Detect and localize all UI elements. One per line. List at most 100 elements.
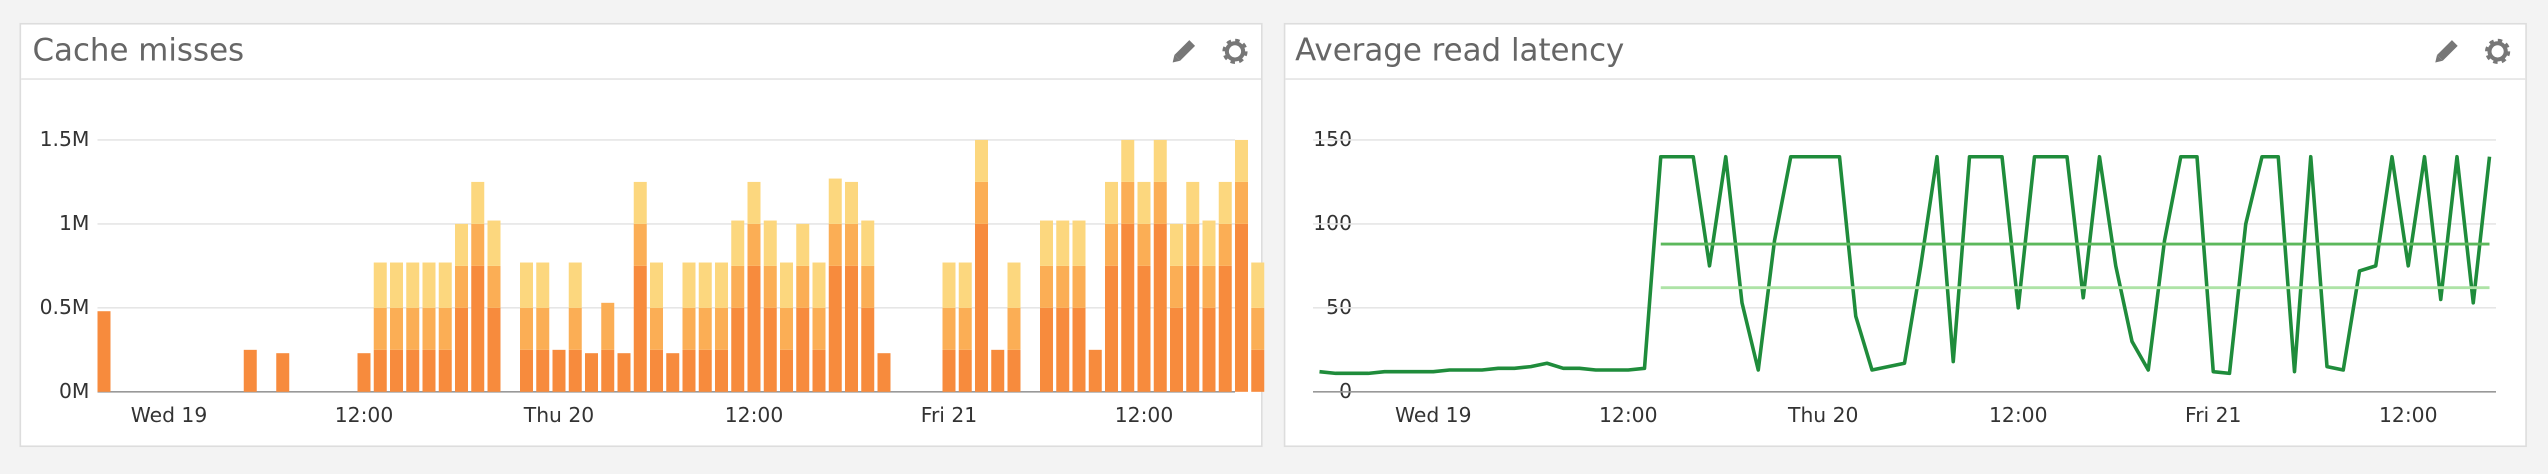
bar-segment bbox=[552, 349, 566, 392]
bar-segment bbox=[731, 265, 745, 308]
x-tick-label: Fri 21 bbox=[921, 403, 977, 427]
bar-segment bbox=[942, 349, 956, 392]
bar-segment bbox=[438, 307, 452, 350]
bar-segment bbox=[243, 349, 257, 392]
line-series bbox=[1319, 154, 2492, 376]
bar-segment bbox=[747, 181, 761, 224]
panel: Average read latency bbox=[1283, 22, 2527, 448]
bar-segment bbox=[1105, 223, 1118, 266]
bar-segment bbox=[650, 349, 663, 392]
bar-segment bbox=[861, 220, 875, 266]
bar-segment bbox=[828, 223, 842, 266]
bar-segment bbox=[796, 223, 810, 266]
bar-segment bbox=[1218, 265, 1232, 392]
bar-segment bbox=[975, 139, 988, 182]
bar-segment bbox=[763, 265, 777, 308]
bar-segment bbox=[568, 307, 582, 350]
x-tick-label: Thu 20 bbox=[1787, 403, 1858, 427]
bar-segment bbox=[682, 262, 696, 308]
bar-segment bbox=[975, 181, 988, 224]
bar-segment bbox=[1137, 265, 1151, 392]
y-tick-label: 0.5M bbox=[40, 295, 90, 319]
bar-segment bbox=[942, 262, 956, 308]
y-tick-label: 1M bbox=[59, 211, 89, 235]
bar-segment bbox=[958, 349, 972, 392]
edit-icon[interactable] bbox=[1170, 40, 1196, 65]
bar-segment bbox=[373, 307, 387, 350]
bar-segment bbox=[487, 265, 501, 308]
bar-segment bbox=[406, 349, 420, 392]
bar-segment bbox=[828, 178, 842, 224]
bar-segment bbox=[422, 262, 436, 308]
bar-segment bbox=[1040, 307, 1053, 392]
y-tick-label: 0M bbox=[59, 379, 89, 403]
bar-segment bbox=[1202, 265, 1216, 308]
bar-segment bbox=[1121, 223, 1135, 392]
bar-segment bbox=[1137, 223, 1151, 266]
edit-icon[interactable] bbox=[2432, 40, 2458, 65]
bar-segment bbox=[390, 262, 403, 308]
y-tick-label: 100 bbox=[1313, 211, 1352, 235]
bar-segment bbox=[1121, 181, 1135, 224]
bar-segment bbox=[1186, 223, 1200, 266]
bar-segment bbox=[650, 307, 663, 350]
bar-segment bbox=[747, 265, 761, 392]
bar-segment bbox=[1218, 181, 1232, 224]
bar-segment bbox=[715, 349, 728, 392]
bar-segment bbox=[536, 349, 550, 392]
bar-segment bbox=[1056, 220, 1070, 266]
bar-segment bbox=[1088, 349, 1102, 392]
bar-segment bbox=[1251, 349, 1265, 392]
bar-segment bbox=[373, 349, 387, 392]
bar-segment bbox=[455, 223, 468, 266]
bar-segment bbox=[1072, 220, 1086, 266]
y-tick-label: 0 bbox=[1339, 379, 1352, 403]
bar-segment bbox=[276, 353, 290, 392]
bar-segment bbox=[796, 307, 810, 392]
bar-segment bbox=[958, 262, 972, 308]
bar-segment bbox=[471, 223, 485, 266]
bar-segment bbox=[991, 349, 1005, 392]
x-tick-label: 12:00 bbox=[725, 403, 784, 427]
bar-segment bbox=[877, 353, 891, 392]
bar-segment bbox=[682, 307, 696, 350]
bar-segment bbox=[455, 307, 468, 392]
settings-icon[interactable] bbox=[2485, 38, 2511, 64]
y-tick-label: 1.5M bbox=[40, 127, 90, 151]
settings-icon[interactable] bbox=[1222, 38, 1248, 64]
bar-segment bbox=[828, 265, 842, 392]
bar-segment bbox=[1040, 220, 1053, 266]
bar-segment bbox=[958, 307, 972, 350]
bar-segment bbox=[1202, 307, 1216, 392]
bar-segment bbox=[1153, 139, 1167, 182]
bar-segment bbox=[536, 262, 550, 308]
bar-segment bbox=[1235, 139, 1248, 182]
bar-segment bbox=[650, 262, 663, 308]
bar-segment bbox=[812, 307, 826, 350]
bar-segment bbox=[438, 262, 452, 308]
bar-segment bbox=[1218, 223, 1232, 266]
bar-segment bbox=[1007, 307, 1021, 350]
x-tick-label: Wed 19 bbox=[131, 403, 208, 427]
bar-segment bbox=[1056, 265, 1070, 308]
bar-segment bbox=[568, 262, 582, 308]
bar-segment bbox=[1105, 181, 1118, 224]
bar-segment bbox=[812, 262, 826, 308]
bar-segment bbox=[845, 181, 858, 224]
bar-segment bbox=[1251, 307, 1265, 350]
bar-segment bbox=[617, 353, 631, 392]
bar-segment bbox=[1170, 265, 1183, 308]
bar-segment bbox=[536, 307, 550, 350]
bar-segment bbox=[1153, 223, 1167, 392]
bar-segment bbox=[1072, 265, 1086, 308]
bar-segment bbox=[763, 307, 777, 392]
bar-segment bbox=[1235, 181, 1248, 224]
bar-segment bbox=[715, 307, 728, 350]
bar-segment bbox=[406, 307, 420, 350]
bar-segment bbox=[633, 265, 647, 392]
bar-segment bbox=[357, 353, 371, 392]
bar-segment bbox=[861, 307, 875, 392]
x-tick-label: 12:00 bbox=[1989, 403, 2048, 427]
bar-segment bbox=[780, 349, 793, 392]
panel-title: Cache misses bbox=[33, 33, 245, 69]
